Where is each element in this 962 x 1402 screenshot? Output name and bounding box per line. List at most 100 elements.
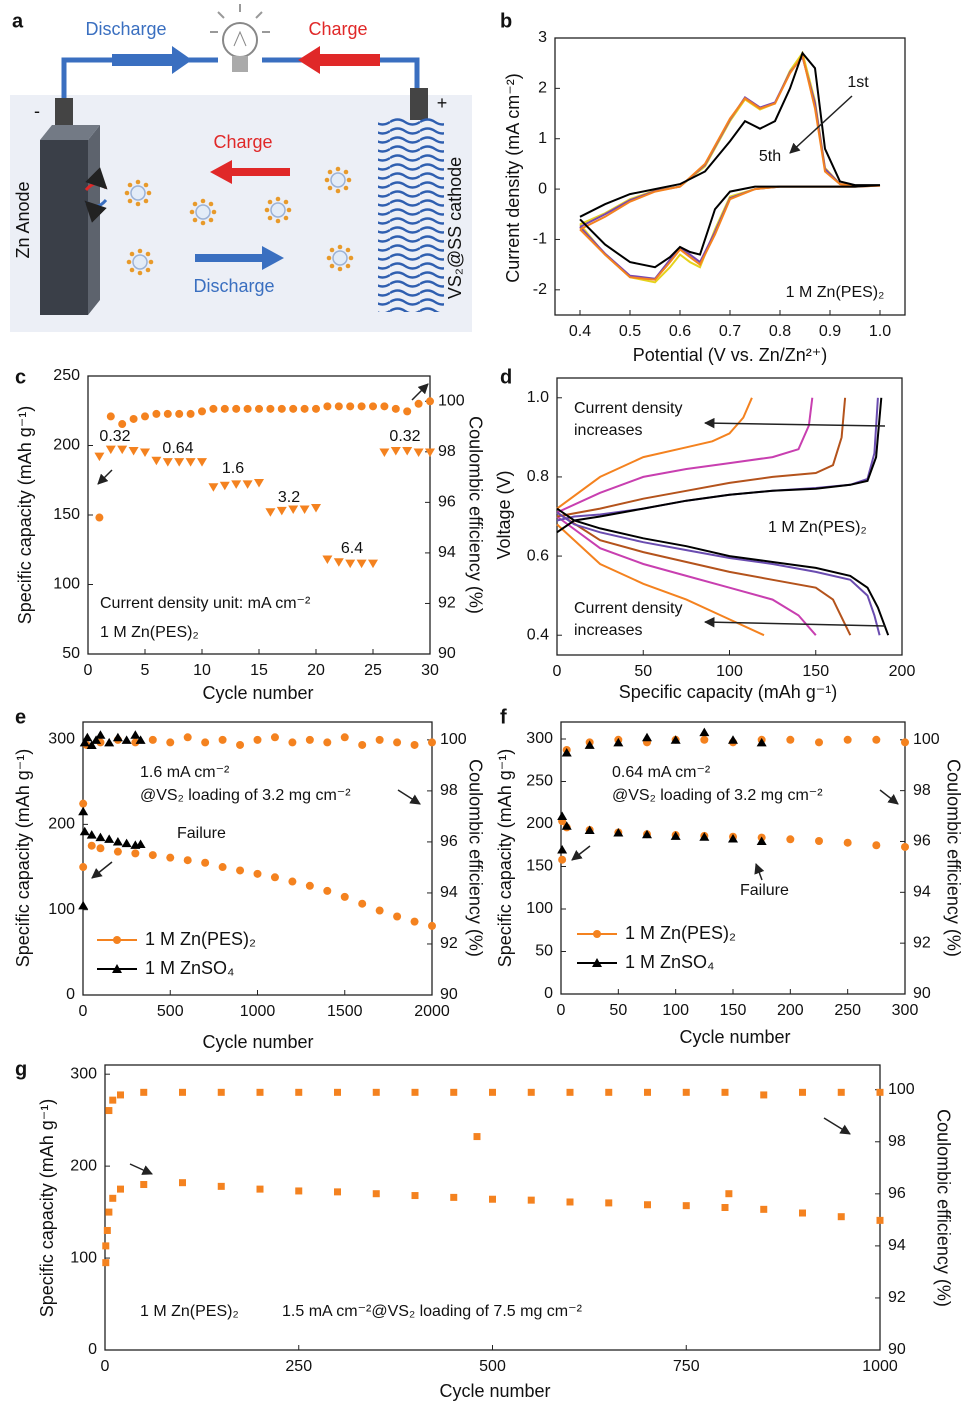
data-point xyxy=(613,828,624,837)
x-tick-label: 0 xyxy=(557,1002,566,1019)
y-axis-title: Voltage (V) xyxy=(494,470,514,559)
y-axis-title: Current density (mA cm⁻²) xyxy=(503,73,523,283)
data-point xyxy=(86,740,97,749)
y-tick-label: 300 xyxy=(48,730,75,747)
y-tick-label: 150 xyxy=(526,858,553,875)
data-point xyxy=(358,740,367,749)
data-point xyxy=(148,851,157,860)
bulb-base xyxy=(232,56,248,72)
x-tick-label: 0 xyxy=(84,662,93,679)
data-point xyxy=(162,458,173,467)
annotation: 0.64 mA cm⁻² xyxy=(612,764,711,781)
annotation: 1 M Zn(PES)₂ xyxy=(768,519,867,536)
data-point xyxy=(345,559,356,569)
data-point xyxy=(527,1088,535,1096)
data-point xyxy=(311,504,321,513)
x-axis-title: Cycle number xyxy=(202,1032,313,1052)
annotation: @VS₂ loading of 3.2 mg cm⁻² xyxy=(140,787,351,804)
data-point xyxy=(721,1088,729,1096)
data-line xyxy=(556,511,881,636)
annotation: 0.64 xyxy=(162,440,193,457)
annotation: 3.2 xyxy=(278,489,300,506)
y2-tick-label: 100 xyxy=(440,731,467,748)
ion xyxy=(264,196,292,224)
x-tick-label: 0 xyxy=(79,1003,88,1020)
data-point xyxy=(872,735,881,744)
y2-tick-label: 100 xyxy=(438,392,465,409)
y2-tick-label: 100 xyxy=(913,731,940,748)
data-point xyxy=(876,1216,884,1224)
y2-tick-label: 98 xyxy=(440,782,458,799)
data-point xyxy=(277,404,286,413)
sign: + xyxy=(437,93,448,113)
data-point xyxy=(208,483,219,492)
data-point xyxy=(411,1192,419,1200)
data-point xyxy=(561,821,572,830)
data-point xyxy=(253,735,262,744)
annotation: 6.4 xyxy=(341,540,363,557)
wire-label: Charge xyxy=(308,19,367,39)
data-point xyxy=(183,733,192,742)
data-point xyxy=(357,402,366,411)
panel-label: d xyxy=(500,366,512,388)
data-point xyxy=(725,1190,733,1198)
y2-tick-label: 98 xyxy=(913,782,931,799)
x-axis-title: Specific capacity (mAh g⁻¹) xyxy=(619,682,838,702)
anode-top xyxy=(40,125,100,140)
y2-tick-label: 96 xyxy=(440,833,458,850)
data-point xyxy=(135,735,146,744)
x-tick-label: 500 xyxy=(157,1003,184,1020)
data-point xyxy=(288,738,297,747)
discharge-arrow xyxy=(195,246,284,270)
data-point xyxy=(334,1088,341,1096)
data-point xyxy=(109,1194,117,1202)
panel-label: b xyxy=(500,10,512,32)
data-point xyxy=(87,841,96,850)
plot-frame xyxy=(82,721,433,996)
data-point xyxy=(276,506,287,516)
x-tick-label: 500 xyxy=(479,1358,506,1375)
arrow xyxy=(823,1117,851,1135)
data-point xyxy=(428,738,436,747)
y-axis-title: Specific capacity (mAh g⁻¹) xyxy=(15,406,35,625)
annotation: 1 M Zn(PES)₂ xyxy=(140,1303,239,1320)
data-point xyxy=(135,839,146,848)
data-point xyxy=(141,412,149,421)
ion xyxy=(326,244,354,272)
y2-tick-label: 94 xyxy=(438,544,456,561)
data-point xyxy=(82,732,93,742)
data-point xyxy=(410,917,419,926)
data-point xyxy=(721,1204,729,1211)
data-point xyxy=(670,735,681,744)
y-tick-label: 250 xyxy=(526,773,553,790)
x-tick-label: 1500 xyxy=(327,1003,363,1020)
data-point xyxy=(79,799,88,808)
legend-marker xyxy=(113,936,121,944)
data-point xyxy=(266,404,275,413)
y2-tick-label: 90 xyxy=(438,645,456,662)
x-tick-label: 250 xyxy=(285,1358,312,1375)
data-point xyxy=(682,1088,690,1096)
data-point xyxy=(112,836,123,846)
data-point xyxy=(236,866,245,875)
ion xyxy=(124,179,152,207)
data-point xyxy=(118,420,127,429)
x-tick-label: 0.5 xyxy=(619,323,641,340)
y-tick-label: -2 xyxy=(533,281,547,298)
y2-axis-title: Coulombic efficiency (%) xyxy=(465,416,485,614)
data-point xyxy=(375,735,384,744)
x-tick-label: 1000 xyxy=(862,1358,898,1375)
y2-tick-label: 100 xyxy=(888,1081,915,1098)
data-point xyxy=(356,559,367,569)
data-point xyxy=(295,1187,303,1195)
data-line xyxy=(556,397,753,510)
x-tick-label: 250 xyxy=(834,1002,861,1019)
data-point xyxy=(242,480,253,489)
data-point xyxy=(786,835,795,844)
data-point xyxy=(256,1088,264,1096)
data-point xyxy=(760,1091,768,1099)
data-point xyxy=(605,1088,613,1096)
data-point xyxy=(197,458,207,467)
data-point xyxy=(358,899,367,908)
data-line xyxy=(579,54,881,280)
